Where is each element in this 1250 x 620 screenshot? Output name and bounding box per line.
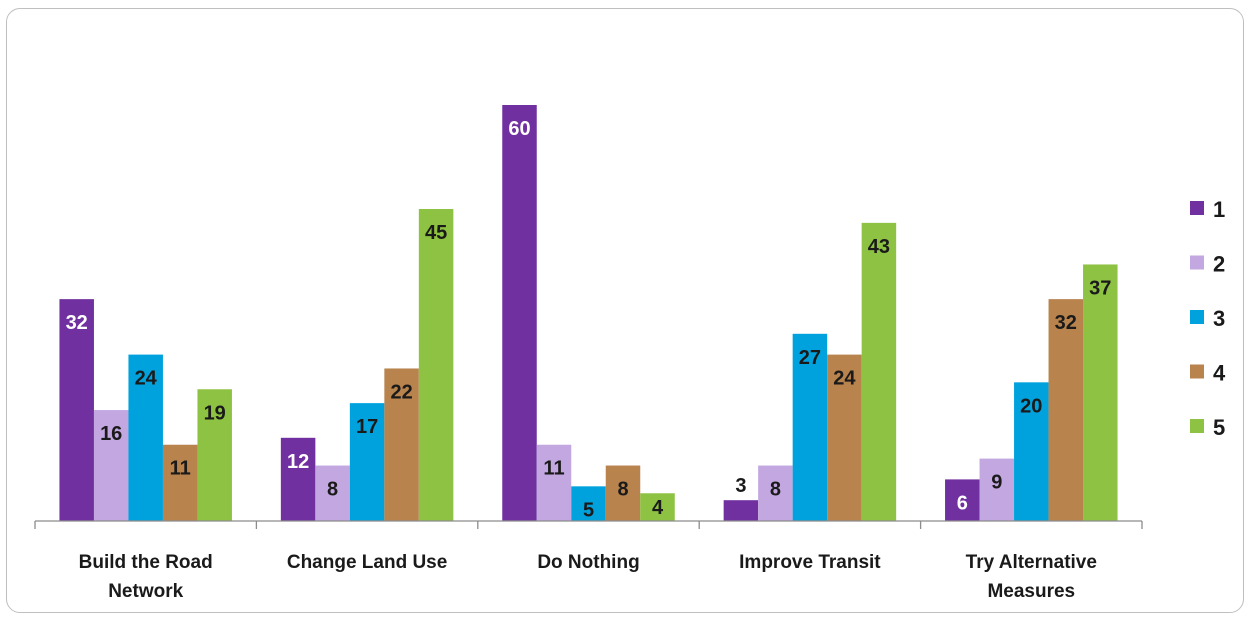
- data-label-series-4-cat-2: 8: [617, 479, 628, 501]
- legend-swatch-5: [1190, 419, 1204, 433]
- legend-label-3: 3: [1213, 306, 1225, 331]
- legend-swatch-3: [1190, 310, 1204, 324]
- category-label-4-line-0: Try Alternative: [966, 552, 1097, 573]
- bar-series-3-cat-4: [1014, 382, 1049, 521]
- bar-series-2-cat-4: [979, 458, 1015, 521]
- bar-series-1-cat-3: [723, 500, 759, 521]
- bar-series-3-cat-2: [571, 486, 606, 521]
- category-label-0-line-0: Build the Road: [79, 552, 213, 573]
- category-labels: Build the Road Network Change Land Use Do N…: [79, 552, 1097, 602]
- data-label-series-2-cat-4: 9: [991, 472, 1002, 494]
- bar-series-3-cat-3: [792, 333, 828, 521]
- data-label-series-5-cat-4: 37: [1089, 277, 1111, 299]
- bar-series-4-cat-0: [162, 444, 198, 521]
- category-label-2-line-0: Do Nothing: [537, 552, 639, 573]
- data-label-series-5-cat-1: 45: [425, 222, 447, 244]
- bar-series-3-cat-1: [349, 403, 385, 521]
- legend-label-5: 5: [1213, 415, 1225, 440]
- data-label-series-1-cat-0: 32: [66, 312, 88, 334]
- bar-series-2-cat-3: [758, 465, 793, 521]
- category-label-4-line-1: Measures: [987, 581, 1075, 602]
- data-label-series-4-cat-3: 24: [833, 368, 856, 390]
- data-label-series-4-cat-0: 11: [170, 458, 191, 480]
- bar-series-1-cat-4: [945, 479, 980, 521]
- category-label-0-line-1: Network: [108, 581, 183, 602]
- bar-series-1-cat-2: [502, 105, 537, 521]
- bar-series-2-cat-2: [536, 444, 572, 521]
- data-label-series-3-cat-0: 24: [135, 368, 158, 390]
- bar-series-5-cat-3: [861, 222, 897, 521]
- bar-series-3-cat-0: [128, 354, 163, 521]
- category-label-3-line-0: Improve Transit: [739, 552, 881, 573]
- legend-label-2: 2: [1213, 252, 1225, 277]
- data-label-series-4-cat-1: 22: [390, 381, 412, 403]
- bar-series-2-cat-0: [93, 410, 129, 521]
- data-label-series-5-cat-2: 4: [652, 497, 664, 519]
- bar-series-1-cat-1: [280, 437, 316, 521]
- data-label-series-1-cat-1: 12: [287, 451, 309, 473]
- bar-series-4-cat-2: [605, 465, 641, 521]
- data-label-series-2-cat-0: 16: [100, 423, 122, 445]
- data-label-series-2-cat-3: 8: [770, 479, 781, 501]
- data-label-series-5-cat-3: 43: [868, 236, 890, 258]
- bar-series-4-cat-4: [1048, 299, 1084, 521]
- data-label-series-2-cat-2: 11: [543, 458, 564, 480]
- data-label-series-1-cat-3: 3: [735, 475, 746, 497]
- bar-series-4-cat-3: [827, 354, 862, 521]
- category-label-1-line-0: Change Land Use: [287, 552, 447, 573]
- legend-swatch-4: [1190, 364, 1204, 379]
- data-label-series-2-cat-1: 8: [327, 479, 338, 501]
- data-label-series-3-cat-3: 27: [799, 347, 821, 369]
- data-label-series-3-cat-2: 5: [583, 499, 594, 521]
- bar-series-5-cat-4: [1083, 264, 1118, 521]
- bar-series-5-cat-1: [418, 209, 454, 521]
- legend-swatch-1: [1190, 201, 1204, 215]
- data-label-series-3-cat-1: 17: [356, 416, 378, 438]
- data-label-series-3-cat-4: 20: [1020, 395, 1042, 417]
- legend-label-1: 1: [1213, 197, 1225, 222]
- legend-swatch-2: [1190, 255, 1204, 270]
- bar-series-5-cat-2: [640, 493, 675, 521]
- bar-series-1-cat-0: [59, 299, 94, 521]
- bar-series-2-cat-1: [315, 465, 350, 521]
- legend: 1 2 3 4 5: [1190, 197, 1226, 440]
- x-axis: [34, 520, 1143, 529]
- bar-series-5-cat-0: [197, 389, 232, 521]
- data-label-series-5-cat-0: 19: [204, 402, 226, 424]
- data-label-series-1-cat-4: 6: [957, 492, 968, 514]
- data-label-series-1-cat-2: 60: [508, 118, 530, 140]
- legend-label-4: 4: [1213, 361, 1226, 386]
- bar-series-4-cat-1: [384, 368, 419, 521]
- data-label-series-4-cat-4: 32: [1055, 312, 1077, 334]
